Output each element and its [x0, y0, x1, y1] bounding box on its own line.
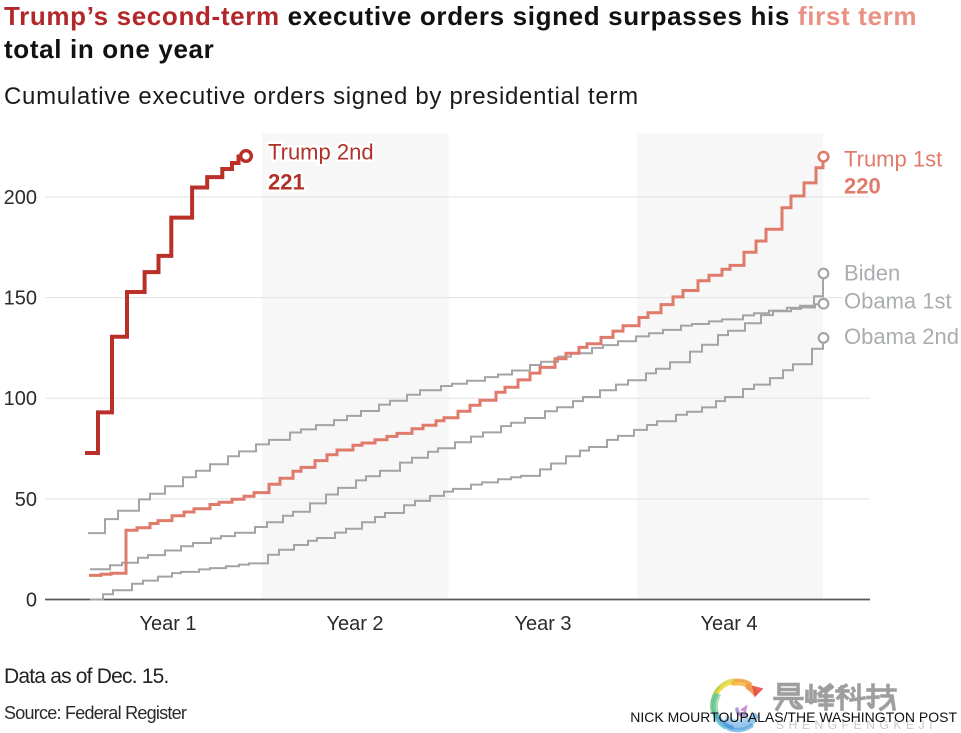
svg-text:150: 150 [4, 288, 37, 310]
svg-text:0: 0 [26, 590, 37, 612]
svg-text:221: 221 [268, 170, 305, 195]
svg-text:Year 4: Year 4 [700, 613, 757, 635]
svg-text:Obama 2nd: Obama 2nd [844, 324, 959, 349]
svg-text:100: 100 [4, 388, 37, 410]
svg-text:50: 50 [15, 489, 37, 511]
svg-text:Year 3: Year 3 [514, 613, 571, 635]
svg-text:Obama 1st: Obama 1st [844, 289, 952, 314]
svg-text:Biden: Biden [844, 261, 900, 286]
svg-text:220: 220 [844, 174, 881, 199]
svg-text:200: 200 [4, 187, 37, 209]
svg-text:Trump 1st: Trump 1st [844, 147, 942, 172]
svg-text:Year 2: Year 2 [326, 613, 383, 635]
svg-text:SHENGFENGKEJI: SHENGFENGKEJI [776, 718, 937, 732]
svg-text:Year 1: Year 1 [139, 613, 196, 635]
svg-text:Trump 2nd: Trump 2nd [268, 140, 374, 165]
